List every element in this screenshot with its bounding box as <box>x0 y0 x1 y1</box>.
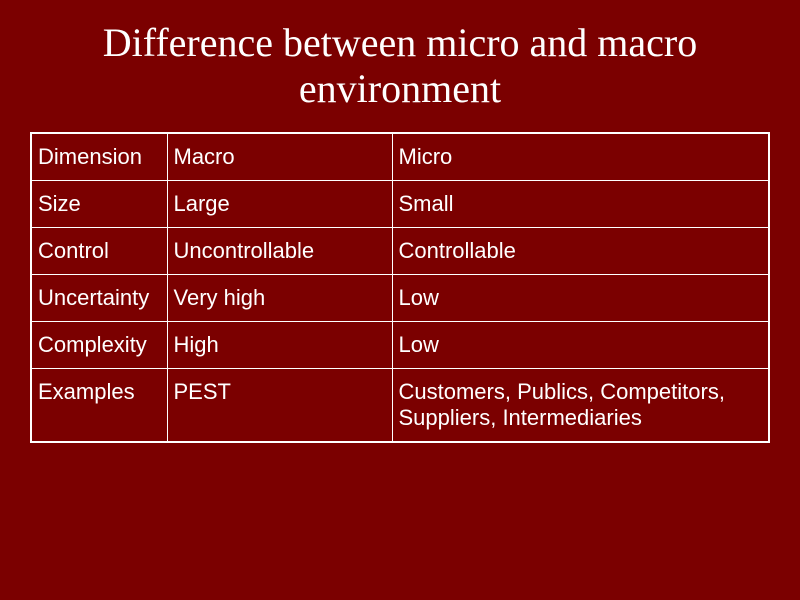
table-cell: Uncontrollable <box>167 228 392 275</box>
table-row: Control Uncontrollable Controllable <box>31 228 769 275</box>
table-cell: Customers, Publics, Competitors, Supplie… <box>392 369 769 443</box>
table-cell: Low <box>392 322 769 369</box>
table-cell: Large <box>167 181 392 228</box>
table-row: Examples PEST Customers, Publics, Compet… <box>31 369 769 443</box>
table-cell: Size <box>31 181 167 228</box>
table-cell: Complexity <box>31 322 167 369</box>
slide-title: Difference between micro and macro envir… <box>30 20 770 112</box>
table-cell: Very high <box>167 275 392 322</box>
slide-container: Difference between micro and macro envir… <box>0 0 800 600</box>
table-cell: Controllable <box>392 228 769 275</box>
table-cell-header-macro: Macro <box>167 133 392 181</box>
table-row: Size Large Small <box>31 181 769 228</box>
table-row: Complexity High Low <box>31 322 769 369</box>
table-cell: PEST <box>167 369 392 443</box>
table-cell-header-dimension: Dimension <box>31 133 167 181</box>
table-cell: Low <box>392 275 769 322</box>
table-row: Dimension Macro Micro <box>31 133 769 181</box>
table-cell: Control <box>31 228 167 275</box>
table-cell: Small <box>392 181 769 228</box>
table-row: Uncertainty Very high Low <box>31 275 769 322</box>
comparison-table: Dimension Macro Micro Size Large Small C… <box>30 132 770 443</box>
table-cell-header-micro: Micro <box>392 133 769 181</box>
table-cell: High <box>167 322 392 369</box>
table-cell: Uncertainty <box>31 275 167 322</box>
table-cell: Examples <box>31 369 167 443</box>
